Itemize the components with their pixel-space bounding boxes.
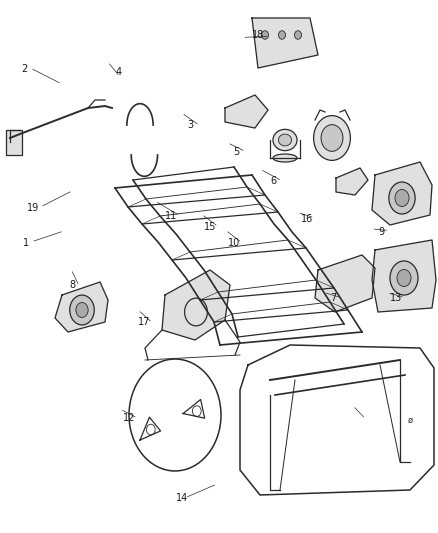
Text: 17: 17: [138, 318, 151, 327]
Ellipse shape: [273, 154, 297, 162]
Ellipse shape: [279, 134, 292, 146]
Polygon shape: [372, 162, 432, 225]
Text: 2: 2: [21, 64, 27, 74]
Circle shape: [294, 31, 301, 39]
Circle shape: [395, 189, 409, 206]
Text: 4: 4: [115, 67, 121, 77]
Polygon shape: [252, 18, 318, 68]
Text: 14: 14: [176, 494, 188, 503]
Polygon shape: [225, 95, 268, 128]
Text: 10: 10: [228, 238, 240, 247]
Text: 6: 6: [271, 176, 277, 186]
Circle shape: [279, 31, 286, 39]
Text: 5: 5: [233, 147, 240, 157]
FancyBboxPatch shape: [6, 130, 22, 155]
Text: 16: 16: [300, 214, 313, 223]
Text: 19: 19: [27, 203, 39, 213]
Polygon shape: [55, 282, 108, 332]
Ellipse shape: [273, 130, 297, 151]
Polygon shape: [336, 168, 368, 195]
Circle shape: [76, 303, 88, 318]
Circle shape: [389, 182, 415, 214]
Circle shape: [321, 125, 343, 151]
Polygon shape: [315, 255, 375, 312]
Text: 3: 3: [187, 120, 194, 130]
Text: 11: 11: [165, 211, 177, 221]
Circle shape: [70, 295, 94, 325]
Text: 1: 1: [23, 238, 29, 247]
Circle shape: [314, 116, 350, 160]
Circle shape: [129, 359, 221, 471]
Text: 8: 8: [69, 280, 75, 290]
Text: 15: 15: [204, 222, 216, 231]
Text: 12: 12: [123, 414, 135, 423]
Circle shape: [390, 261, 418, 295]
Text: 7: 7: [330, 294, 336, 303]
Polygon shape: [162, 270, 230, 340]
Text: 9: 9: [378, 227, 384, 237]
Text: ø: ø: [407, 416, 413, 424]
Polygon shape: [372, 240, 436, 312]
Text: 18: 18: [252, 30, 265, 39]
Polygon shape: [240, 345, 434, 495]
Circle shape: [261, 31, 268, 39]
Text: 13: 13: [390, 294, 403, 303]
Circle shape: [397, 270, 411, 287]
